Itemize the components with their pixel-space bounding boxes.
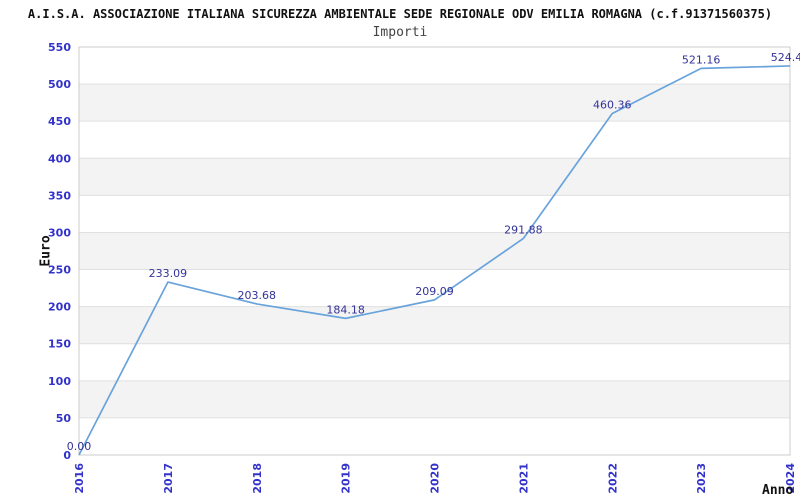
y-tick-label: 200	[48, 301, 71, 314]
x-tick-label: 2022	[606, 463, 619, 494]
y-tick-label: 550	[48, 41, 71, 54]
plot-band	[79, 84, 790, 122]
y-tick-label: 300	[48, 226, 71, 239]
plot-band	[79, 158, 790, 196]
plot-border	[78, 46, 791, 456]
x-tick-label: 2017	[162, 463, 175, 494]
y-tick-label: 500	[48, 78, 71, 91]
data-point-label: 291.88	[504, 223, 543, 236]
data-point-label: 233.09	[149, 267, 188, 280]
x-tick-label: 2019	[340, 463, 353, 494]
plot-band	[79, 232, 790, 270]
y-tick-label: 0	[63, 449, 71, 462]
y-tick-label: 400	[48, 152, 71, 165]
chart-title: A.I.S.A. ASSOCIAZIONE ITALIANA SICUREZZA…	[27, 7, 773, 21]
x-tick-label: 2024	[784, 463, 797, 494]
x-tick-label: 2016	[73, 463, 86, 494]
data-point-label: 521.16	[682, 53, 721, 66]
y-tick-label: 50	[56, 412, 72, 425]
x-tick-label: 2018	[251, 463, 264, 494]
y-tick-label: 150	[48, 338, 71, 351]
x-tick-label: 2020	[429, 463, 442, 494]
data-point-label: 203.68	[238, 289, 277, 302]
data-line	[78, 65, 791, 456]
y-tick-label: 100	[48, 375, 71, 388]
x-tick-label: 2023	[695, 463, 708, 494]
data-point-label: 460.36	[593, 98, 632, 111]
plot-band	[79, 306, 790, 344]
x-tick-label: 2021	[517, 463, 530, 494]
y-tick-label: 450	[48, 115, 71, 128]
data-point-label: 184.18	[326, 303, 365, 316]
chart-subtitle: Importi	[372, 25, 428, 40]
data-point-label: 0.00	[67, 440, 92, 453]
x-axis-title: Anno	[762, 483, 794, 498]
plot-band	[79, 380, 790, 418]
data-point-label: 524.46	[771, 51, 800, 64]
y-tick-label: 250	[48, 264, 71, 277]
data-point-label: 209.09	[415, 285, 454, 298]
y-tick-label: 350	[48, 189, 71, 202]
y-axis-title: Euro	[38, 235, 54, 267]
